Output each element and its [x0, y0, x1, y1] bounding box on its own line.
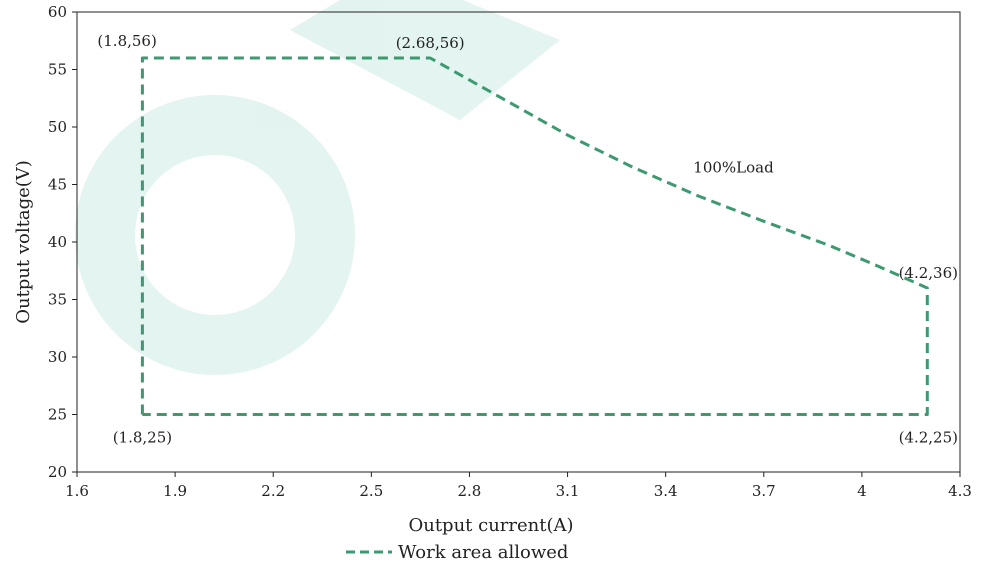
x-tick-label: 2.5 [359, 482, 383, 500]
point-annotation: (1.8,56) [97, 32, 156, 50]
y-tick-label: 40 [48, 233, 67, 251]
annotation-layer: (1.8,56) (2.68,56) 100%Load (4.2,36) (1.8,25… [97, 32, 958, 447]
x-tick-label: 4.3 [948, 482, 972, 500]
legend-label: Work area allowed [398, 542, 568, 563]
y-tick-label: 30 [48, 348, 67, 366]
x-tick-label: 1.9 [163, 482, 187, 500]
x-tick-label: 1.6 [65, 482, 89, 500]
y-axis-ticks: 20 25 30 35 40 45 50 55 60 [48, 3, 77, 481]
x-axis-ticks: 1.6 1.9 2.2 2.5 2.8 3.1 3.4 3.7 4 4.3 [65, 472, 972, 500]
series-layer [140, 56, 929, 416]
x-tick-label: 2.8 [458, 482, 482, 500]
y-tick-label: 50 [48, 118, 67, 136]
x-tick-label: 4 [857, 482, 867, 500]
y-tick-label: 35 [48, 291, 67, 309]
y-tick-label: 20 [48, 463, 67, 481]
x-tick-label: 3.1 [556, 482, 580, 500]
y-tick-label: 60 [48, 3, 67, 21]
point-annotation: (4.2,36) [899, 264, 958, 282]
y-tick-label: 25 [48, 406, 67, 424]
x-axis-label: Output current(A) [408, 515, 573, 536]
x-tick-label: 3.7 [752, 482, 776, 500]
legend: Work area allowed [346, 542, 568, 563]
point-annotation: 100%Load [693, 158, 774, 176]
point-annotation: (2.68,56) [396, 34, 465, 52]
watermark-logo [75, 0, 560, 375]
point-annotation: (1.8,25) [113, 429, 172, 447]
point-annotation: (4.2,25) [899, 429, 958, 447]
y-tick-label: 45 [48, 176, 67, 194]
plot-area [76, 11, 961, 473]
y-tick-label: 55 [48, 61, 67, 79]
x-tick-label: 2.2 [261, 482, 285, 500]
y-axis-label: Output voltage(V) [13, 160, 34, 324]
x-tick-label: 3.4 [654, 482, 678, 500]
series-line-work-area [140, 56, 929, 416]
